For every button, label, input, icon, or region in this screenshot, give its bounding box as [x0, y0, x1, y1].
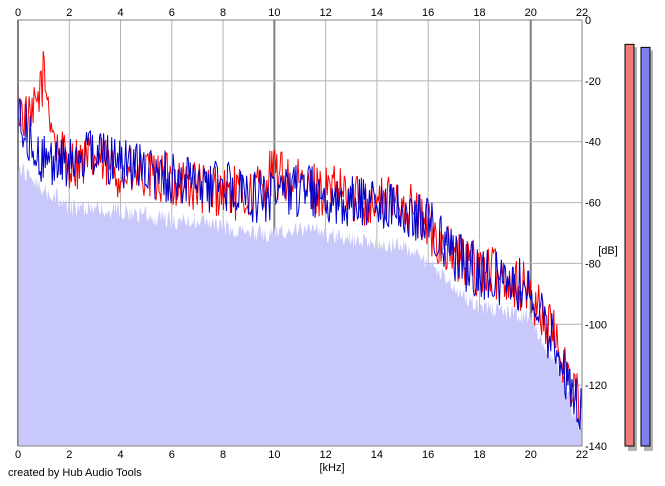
x-tick-top-1: 2 — [66, 7, 72, 19]
x-tick-bottom-10: 20 — [525, 449, 537, 461]
x-tick-top-5: 10 — [268, 7, 280, 19]
x-tick-bottom-4: 8 — [220, 449, 226, 461]
y-tick-1: -20 — [585, 76, 601, 88]
y-tick-4: -80 — [585, 258, 601, 270]
credit-text: created by Hub Audio Tools — [8, 467, 142, 479]
x-tick-top-11: 22 — [576, 7, 588, 19]
y-tick-5: -100 — [585, 319, 607, 331]
noise-floor-area — [18, 162, 582, 446]
x-tick-bottom-5: 10 — [268, 449, 280, 461]
x-tick-bottom-8: 16 — [422, 449, 434, 461]
x-tick-top-6: 12 — [320, 7, 332, 19]
series-lines — [17, 51, 583, 430]
y-tick-0: 0 — [585, 15, 591, 27]
series-line-1 — [17, 98, 583, 430]
series-fill-2 — [18, 162, 582, 446]
x-tick-labels-top: 0 2 4 6 8 10 12 14 16 18 20 22 — [15, 7, 588, 19]
y-axis-unit-label: [dB] — [598, 245, 618, 257]
level-meter-0 — [624, 43, 635, 447]
y-tick-2: -40 — [585, 137, 601, 149]
x-tick-labels-bottom: 0 2 4 6 8 10 12 14 16 18 20 22 — [15, 449, 588, 461]
x-tick-top-10: 20 — [525, 7, 537, 19]
x-tick-top-3: 6 — [169, 7, 175, 19]
x-tick-bottom-3: 6 — [169, 449, 175, 461]
x-tick-bottom-9: 18 — [473, 449, 485, 461]
x-tick-top-7: 14 — [371, 7, 383, 19]
x-tick-top-0: 0 — [15, 7, 21, 19]
x-tick-top-4: 8 — [220, 7, 226, 19]
x-tick-top-8: 16 — [422, 7, 434, 19]
x-tick-bottom-11: 22 — [576, 449, 588, 461]
x-tick-bottom-6: 12 — [320, 449, 332, 461]
plot-border — [17, 19, 583, 447]
y-tick-3: -60 — [585, 198, 601, 210]
plot-frame — [17, 19, 583, 447]
x-tick-bottom-7: 14 — [371, 449, 383, 461]
y-tick-6: -120 — [585, 380, 607, 392]
level-meters — [624, 43, 653, 452]
y-tick-7: -140 — [585, 441, 607, 453]
level-meter-1 — [640, 46, 651, 447]
x-axis-unit-label: [kHz] — [319, 462, 344, 474]
y-tick-labels: 0 -20 -40 -60 -80 -100 -120 -140 — [585, 15, 607, 453]
x-tick-bottom-2: 4 — [117, 449, 123, 461]
x-tick-top-2: 4 — [117, 7, 123, 19]
x-tick-bottom-0: 0 — [15, 449, 21, 461]
x-tick-top-9: 18 — [473, 7, 485, 19]
x-tick-bottom-1: 2 — [66, 449, 72, 461]
